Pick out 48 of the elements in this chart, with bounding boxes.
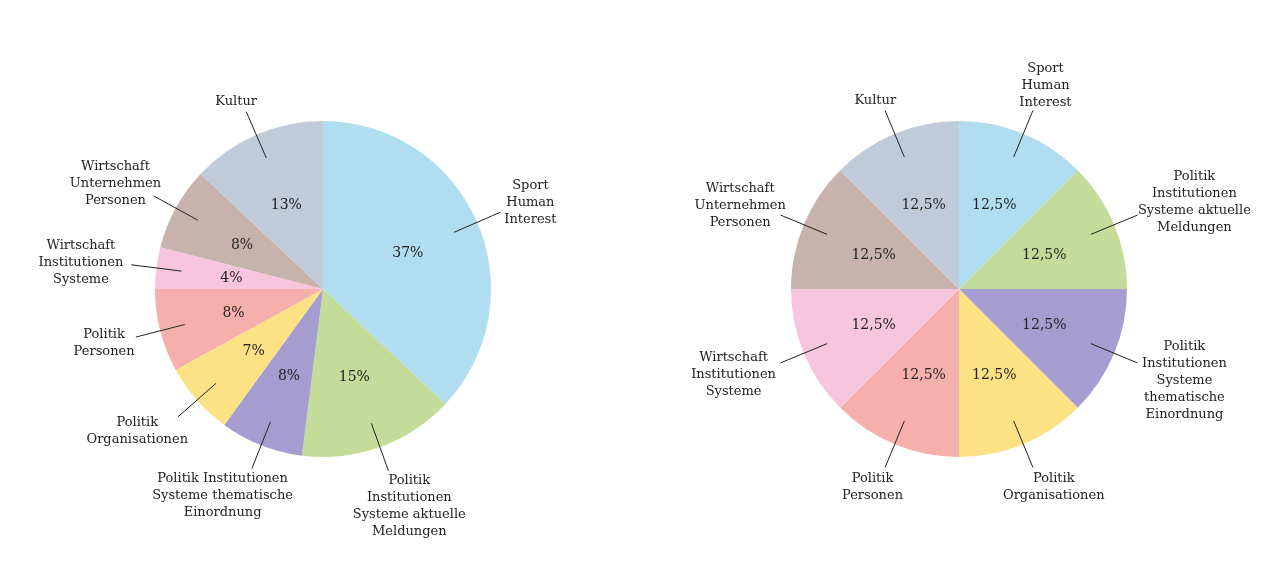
data-label: 12,5% [851,245,896,262]
pie-slice [224,289,323,456]
pie-slice [323,121,491,404]
pie-slice [959,170,1127,289]
data-label: 12,5% [901,366,946,383]
pie-slice [160,174,323,289]
slice-label: Politik Organisationen [1002,469,1106,502]
pie-slice [301,289,446,457]
data-label: 8% [230,236,254,253]
slice-label: Wirtschaft Institutionen Systeme [38,236,124,286]
slice-label: Wirtschaft Unternehmen Personen [69,157,162,207]
data-label: 12,5% [1022,316,1067,333]
slice-label: Politik Institutionen Systeme thematische Einordnung [152,470,294,520]
data-label: 37% [392,244,424,261]
pie-slice [840,121,959,289]
pie-slice [200,121,323,289]
data-label: 7% [242,342,265,359]
pie-slice [791,170,959,289]
data-label: 12,5% [1022,245,1067,262]
pie-slice [840,289,959,457]
pie-slice [959,289,1127,408]
pie-slice [959,121,1078,289]
data-label: 4% [220,269,243,286]
data-label: 8% [277,366,301,383]
data-label: 13% [270,196,302,213]
slice-label: Wirtschaft Institutionen Systeme [691,349,777,399]
data-label: 8% [222,303,245,320]
pie-slice [175,289,323,425]
data-label: 12,5% [972,195,1017,212]
slice-label: Politik Institutionen Systeme thematische Einordnung [1142,338,1228,422]
slice-label: Kultur [854,91,897,107]
slice-label: Politik Institutionen Systeme aktuelle Meldungen [352,471,467,538]
pie-slice [155,247,323,289]
slice-label: Sport Human Interest [1019,60,1073,110]
data-label: 12,5% [851,316,896,333]
pie-slice [791,289,959,408]
slice-label: Kultur [215,93,258,109]
data-label: 12,5% [972,366,1017,383]
slice-label: Politik Personen [842,469,904,502]
slice-label: Politik Institutionen Systeme aktuelle Meldungen [1137,168,1252,235]
slice-label: Politik Personen [73,326,136,359]
data-label: 15% [338,367,370,384]
slice-label: Wirtschaft Unternehmen Personen [694,179,787,229]
pie-slice [155,289,323,370]
data-label: 12,5% [901,195,946,212]
pie-slice [959,289,1078,457]
slice-label: Politik Organisationen [86,413,189,446]
slice-label: Sport Human Interest [504,176,558,226]
